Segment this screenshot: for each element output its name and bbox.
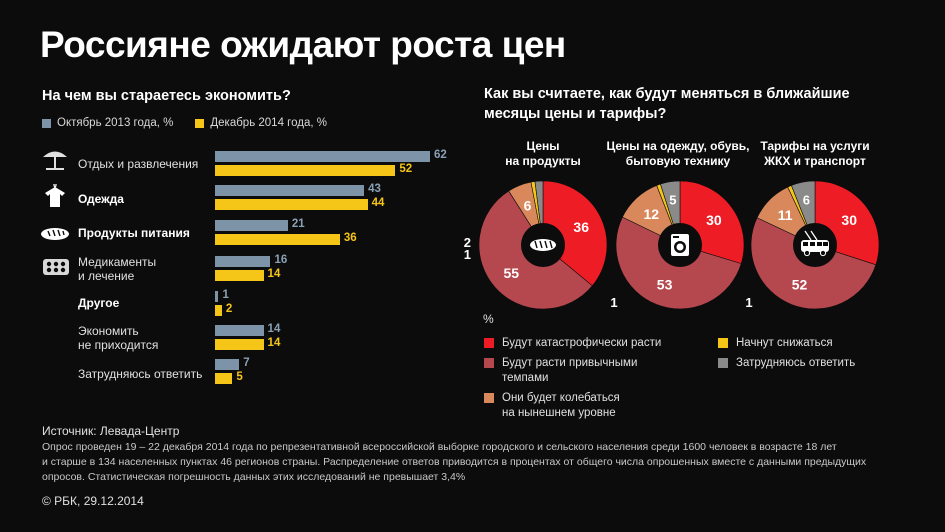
pie1-label-1: 55 [504, 265, 520, 281]
pie-legend-left: Будут катастрофически расти Будут расти … [484, 336, 684, 421]
category-other: Другое [78, 296, 120, 310]
legend-dec2014-swatch [195, 118, 205, 128]
shirt-icon [45, 183, 65, 207]
pie3-label-3: 1 [745, 295, 752, 310]
pie3-label-0: 30 [841, 212, 857, 228]
legend-undecided-swatch [718, 358, 728, 368]
percent-mark: % [483, 312, 494, 326]
footnote: Опрос проведен 19 – 22 декабря 2014 года… [42, 441, 867, 483]
category-undecided: Затрудняюсь ответить [78, 367, 203, 381]
pie1-label-3: 1 [464, 247, 471, 262]
pie3-label-1: 52 [792, 276, 808, 292]
legend-dec2014: Декабрь 2014 года, % [195, 117, 327, 129]
source: Источник: Левада-Центр [42, 424, 180, 438]
pie3-label-4: 6 [803, 193, 810, 208]
pie2-label-1: 53 [657, 276, 673, 292]
washing-machine-icon [671, 234, 689, 256]
category-clothes: Одежда [78, 192, 124, 206]
pie3-title: Тарифы на услуги ЖКХ и транспорт [760, 139, 870, 168]
pie2-title: Цены на одежду, обувь, бытовую технику [606, 139, 750, 168]
bar-legend: Октябрь 2013 года, % Декабрь 2014 года, … [42, 117, 327, 129]
trolleybus-icon [801, 230, 829, 257]
legend-oct2013-swatch [42, 118, 51, 128]
pie1-label-2: 6 [524, 198, 532, 214]
legend-fluctuate-swatch [484, 393, 494, 403]
pie2-label-3: 1 [610, 295, 617, 310]
category-food: Продукты питания [78, 226, 190, 240]
right-question: Как вы считаете, как будут меняться в бл… [484, 86, 850, 122]
pie2-label-2: 12 [644, 206, 660, 222]
pie1-label-4: 2 [464, 235, 471, 250]
legend-decrease: Начнут снижаться [718, 336, 918, 351]
bread-icon [530, 239, 556, 251]
umbrella-icon [43, 151, 67, 170]
category-rest: Отдых и развлечения [78, 157, 199, 171]
copyright: © РБК, 29.12.2014 [42, 494, 144, 508]
legend-usual: Будут расти привычными темпами [484, 356, 684, 386]
category-no-saving: Экономить не приходится [78, 324, 159, 352]
pie1-label-0: 36 [573, 219, 589, 235]
pie2-label-0: 30 [706, 212, 722, 228]
legend-oct2013: Октябрь 2013 года, % [42, 117, 173, 129]
legend-catastrophic-swatch [484, 338, 494, 348]
legend-usual-swatch [484, 358, 494, 368]
left-question: На чем вы стараетесь экономить? [42, 88, 291, 104]
pie1-slice-0 [542, 180, 608, 287]
legend-fluctuate: Они будет колебаться на нынешнем уровне [484, 391, 684, 421]
pie3-label-2: 11 [778, 207, 793, 223]
pie-legend-right: Начнут снижаться Затрудняюсь ответить [718, 336, 918, 371]
category-meds: Медикаменты и лечение [78, 255, 157, 283]
pills-icon [43, 259, 69, 275]
legend-catastrophic: Будут катастрофически расти [484, 336, 684, 351]
legend-undecided: Затрудняюсь ответить [718, 356, 918, 371]
pie1-title: Цены на продукты [505, 139, 581, 168]
legend-decrease-swatch [718, 338, 728, 348]
bread-icon [41, 228, 69, 240]
page-title: Россияне ожидают роста цен [40, 24, 566, 65]
pie2-label-4: 5 [669, 193, 676, 208]
